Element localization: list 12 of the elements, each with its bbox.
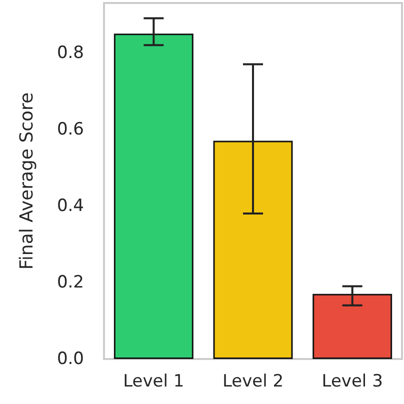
x-tick-label: Level 2 bbox=[222, 372, 284, 392]
bar bbox=[312, 294, 392, 359]
y-axis-title: Final Average Score bbox=[16, 92, 38, 270]
x-tick-label: Level 3 bbox=[322, 372, 383, 392]
bar bbox=[213, 140, 293, 359]
y-tick-label: 0.6 bbox=[56, 119, 84, 140]
y-tick-label: 0.8 bbox=[56, 42, 84, 63]
y-tick-label: 0.0 bbox=[56, 349, 84, 369]
y-tick-label: 0.4 bbox=[56, 196, 84, 216]
y-tick-label: 0.2 bbox=[56, 272, 84, 292]
bar bbox=[114, 34, 194, 359]
x-tick-label: Level 1 bbox=[123, 372, 184, 392]
